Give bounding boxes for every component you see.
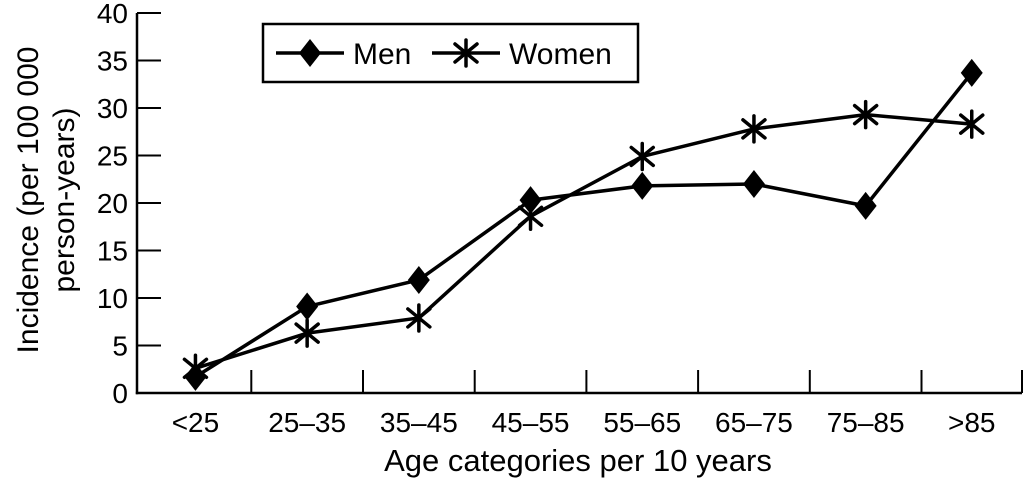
y-tick-label: 0: [112, 378, 128, 409]
y-tick-label: 30: [97, 93, 128, 124]
diamond-marker-icon: [299, 39, 321, 67]
men-marker-diamond-icon: [519, 186, 542, 215]
men-marker-diamond-icon: [407, 265, 430, 294]
men-marker-diamond-icon: [631, 171, 654, 200]
y-tick-label: 10: [97, 283, 128, 314]
y-tick-label: 20: [97, 188, 128, 219]
asterisk-marker-icon: [453, 38, 479, 68]
legend: Men Women: [261, 22, 640, 84]
women-marker-asterisk-icon: [406, 303, 432, 333]
women-marker-asterisk-icon: [741, 114, 767, 144]
x-category-label: 35–45: [380, 407, 458, 438]
men-marker-diamond-icon: [184, 362, 207, 391]
women-marker-asterisk-icon: [294, 318, 320, 348]
legend-entry-men: Men: [276, 38, 411, 71]
legend-label-women: Women: [509, 38, 612, 71]
x-category-label: 25–35: [268, 407, 346, 438]
axes-group: 0 5 10 15 20 25 30 35 40 <25 25–35 35–45 45–55 55–65 6…: [97, 0, 1023, 438]
legend-entry-women: Women: [432, 38, 612, 71]
x-category-label: 75–85: [827, 407, 905, 438]
women-marker-asterisk-icon: [959, 109, 985, 139]
x-category-label: 65–75: [715, 407, 793, 438]
y-axis-title-line1: Incidence (per 100 000: [12, 47, 45, 354]
y-tick-label: 5: [112, 331, 128, 362]
x-category-label: >85: [948, 407, 996, 438]
women-marker-asterisk-icon: [852, 99, 879, 130]
series-line-women: [194, 112, 972, 370]
legend-label-men: Men: [353, 38, 411, 71]
y-tick-label: 15: [97, 236, 128, 267]
y-tick-label: 25: [97, 141, 128, 172]
series-group: [182, 58, 985, 391]
series-women: [182, 99, 985, 384]
men-marker-diamond-icon: [854, 191, 877, 220]
x-category-label: 45–55: [492, 407, 570, 438]
men-marker-diamond-icon: [742, 170, 765, 198]
x-category-label: 55–65: [603, 407, 681, 438]
series-line-men: [194, 71, 974, 379]
men-marker-diamond-icon: [296, 292, 319, 321]
y-tick-label: 40: [97, 0, 128, 29]
x-axis-title: Age categories per 10 years: [384, 443, 772, 478]
men-marker-diamond-icon: [960, 58, 983, 87]
series-men: [184, 58, 983, 391]
x-category-label: <25: [172, 407, 220, 438]
women-marker-asterisk-icon: [629, 141, 655, 172]
y-tick-label: 35: [97, 46, 128, 77]
y-axis-title-line2: person-years): [48, 107, 81, 292]
